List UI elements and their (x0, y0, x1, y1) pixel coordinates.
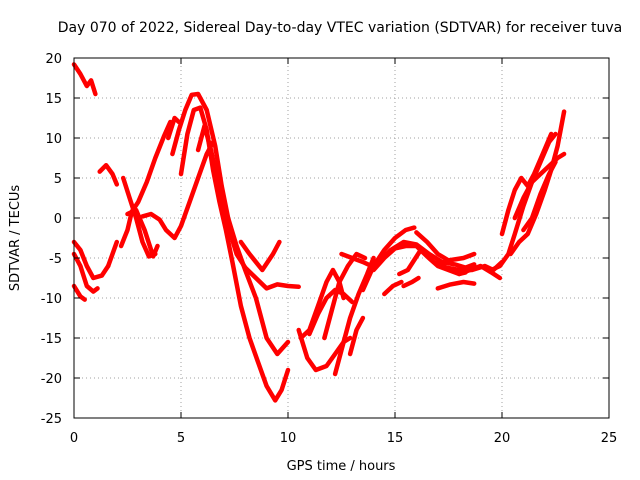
series-line-arc-34 (508, 109, 567, 257)
x-axis-label: GPS time / hours (287, 459, 396, 474)
series-line-arc-30 (435, 279, 477, 291)
series-line-arc-09 (125, 207, 160, 259)
series-line-arc-12 (170, 91, 291, 357)
x-tick-label: 15 (387, 431, 404, 446)
series-line-arc-19 (322, 251, 368, 341)
series-line-arc-13 (178, 105, 291, 403)
series-line-arc-25 (375, 239, 477, 270)
y-tick-label: 0 (54, 212, 62, 227)
series-line-arc-26 (382, 279, 404, 297)
series-line-arc-01 (71, 62, 98, 97)
series-line-arc-29 (414, 230, 477, 263)
y-tick-label: -10 (41, 292, 62, 307)
series-line-arc-05 (97, 162, 120, 187)
series-line-arc-33 (499, 131, 554, 237)
series-line-arc-36 (521, 159, 558, 233)
series-line-arc-15 (238, 239, 282, 273)
series-line-arc-10 (140, 139, 216, 241)
y-tick-label: 20 (45, 52, 62, 67)
series-line-arc-27 (397, 247, 505, 277)
series-group (71, 62, 567, 403)
series-line-arc-31 (456, 263, 503, 281)
series-line-arc-28 (401, 275, 421, 289)
y-tick-label: -20 (41, 372, 62, 387)
x-tick-label: 10 (280, 431, 297, 446)
series-line-arc-07 (118, 119, 173, 249)
x-tick-label: 0 (70, 431, 78, 446)
grid (74, 58, 609, 418)
series-line-arc-22 (347, 315, 366, 357)
series-line-arc-02 (71, 239, 111, 281)
chart-title: Day 070 of 2022, Sidereal Day-to-day VTE… (58, 20, 622, 36)
x-tick-label: 20 (494, 431, 511, 446)
y-tick-label: -15 (41, 332, 62, 347)
series-line-arc-04 (71, 251, 100, 294)
series-line-arc-06 (105, 239, 120, 269)
series-line-arc-03 (71, 283, 87, 302)
series-line-arc-08 (120, 175, 158, 259)
y-axis-label: SDTVAR / TECUs (8, 185, 23, 292)
x-tick-label: 25 (601, 431, 618, 446)
series-line-arc-11 (165, 115, 182, 141)
axis-ticks: 0 5 10 15 20 25 -25 -20 -15 -10 -5 0 5 10 15 20 (41, 52, 618, 446)
series-line-arc-14 (195, 123, 301, 291)
y-tick-label: 10 (45, 132, 62, 147)
y-tick-label: 15 (45, 92, 62, 107)
series-line-arc-20 (332, 255, 376, 377)
series-line-arc-35 (512, 151, 567, 221)
plot-frame (73, 57, 610, 419)
series-line-arc-21 (339, 251, 374, 269)
series-line-arc-23 (360, 225, 417, 293)
y-tick-label: -5 (49, 252, 62, 267)
y-tick-label: 5 (54, 172, 62, 187)
x-tick-label: 5 (177, 431, 185, 446)
series-line-arc-18 (307, 287, 355, 337)
y-tick-label: -25 (41, 412, 62, 427)
